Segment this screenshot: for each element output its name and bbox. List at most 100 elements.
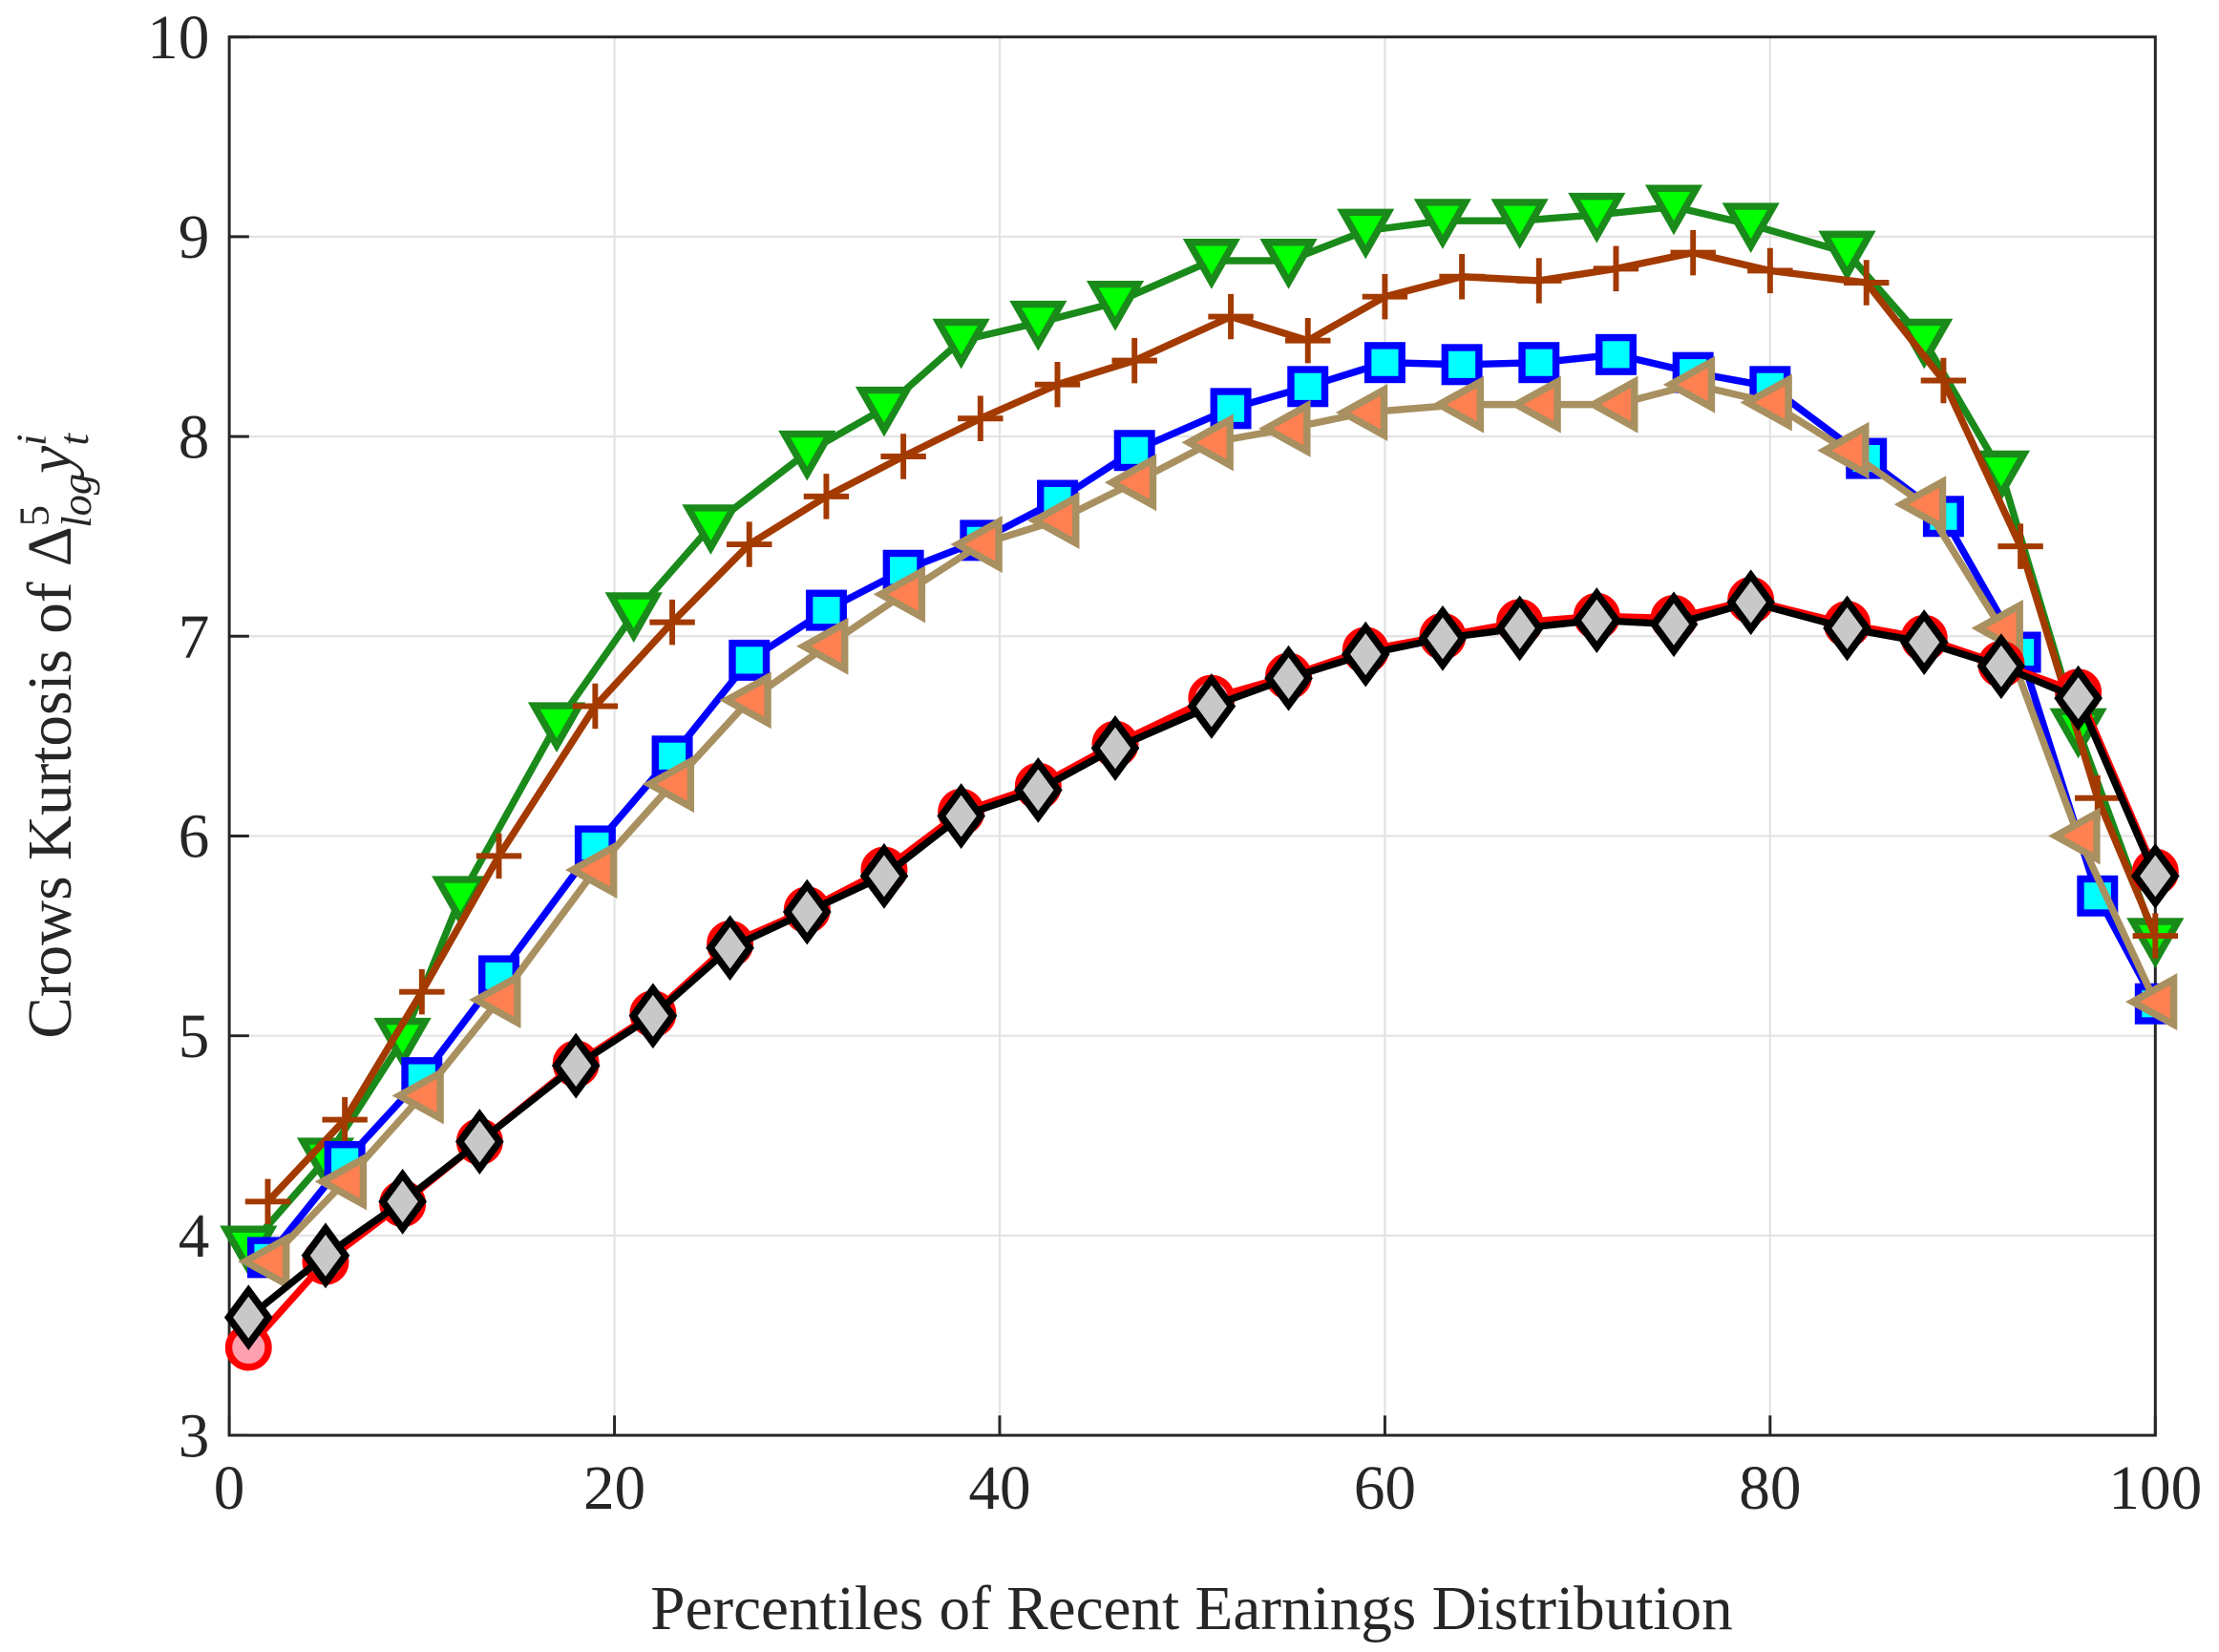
marker [238,1233,290,1291]
marker [873,565,926,624]
marker [469,971,521,1029]
marker [1111,337,1157,384]
marker [301,1222,350,1289]
marker [378,1168,428,1235]
marker [649,599,695,646]
y-tick-label: 8 [179,403,210,472]
marker [1335,383,1388,441]
marker [551,1032,601,1099]
marker [855,386,914,437]
marker [1976,633,2026,700]
marker [937,783,985,849]
marker [476,833,522,879]
marker [572,683,619,730]
y-label-text: Crows Kurtosis of [16,566,85,1038]
x-tick-label: 60 [1354,1454,1416,1523]
marker [2132,913,2179,959]
marker [859,842,909,909]
marker [628,983,678,1049]
marker [682,504,740,555]
marker [2054,665,2103,731]
marker [1649,591,1699,658]
marker [391,1067,444,1125]
marker [2130,842,2180,909]
y-label-var-sub: t [50,432,97,445]
marker [1490,199,1549,249]
marker [796,617,849,675]
marker [314,1153,368,1211]
marker [1418,604,1468,671]
marker [932,318,990,370]
marker [1287,366,1329,408]
marker [1208,293,1254,340]
marker [604,592,663,643]
marker [1013,756,1063,823]
marker [1747,247,1793,294]
marker [1593,245,1639,292]
marker [1844,260,1890,306]
marker [1726,569,1776,636]
marker [1644,184,1703,236]
x-tick-label: 20 [583,1454,645,1523]
marker [706,915,754,982]
marker [1086,280,1145,331]
y-tick-label: 7 [179,604,210,672]
marker [322,1096,368,1143]
marker [1595,333,1637,375]
marker [805,589,847,631]
marker [1027,491,1080,549]
marker [958,395,1004,441]
y-tick-label: 3 [179,1402,210,1471]
marker [880,434,926,479]
marker [1009,300,1067,351]
marker [1187,673,1236,739]
marker [642,755,695,814]
marker [803,474,850,519]
x-tick-label: 80 [1739,1454,1801,1523]
marker [778,430,836,481]
marker [244,1178,291,1225]
marker [1495,595,1544,662]
marker [399,968,445,1015]
marker [1893,476,1947,534]
marker [527,702,586,753]
y-tick-label: 5 [179,1003,210,1071]
y-label-symbol-sup: 5 [10,505,57,526]
marker [1997,523,2043,569]
marker [223,1284,273,1351]
marker [1264,645,1313,711]
marker [1258,399,1311,457]
marker [1740,373,1792,432]
y-tick-label: 9 [179,203,210,272]
marker [1817,421,1870,479]
marker [1572,587,1621,653]
marker [1182,239,1240,289]
x-tick-label: 0 [214,1454,245,1523]
y-label-symbol-sub: log [53,474,100,528]
x-axis-label: Percentiles of Recent Earnings Distribut… [650,1575,1733,1643]
y-tick-label: 6 [179,803,210,872]
marker [1337,208,1395,260]
marker [729,639,771,681]
marker [1823,595,1871,662]
marker [1439,254,1485,300]
marker [2124,973,2178,1031]
x-tick-label: 100 [2108,1454,2202,1523]
marker [2048,807,2101,865]
y-label-var-sup: i [7,434,54,446]
marker [1362,273,1408,320]
x-tick-label: 40 [968,1454,1030,1523]
marker [1181,413,1234,472]
marker [782,879,832,945]
marker [1568,192,1626,244]
y-tick-label: 10 [147,4,209,73]
marker [1441,344,1483,386]
marker [1920,357,1967,404]
marker [1363,342,1405,384]
y-label-symbol: Δ [16,526,85,566]
marker [1341,621,1390,688]
marker [950,516,1003,574]
marker [454,1109,504,1175]
